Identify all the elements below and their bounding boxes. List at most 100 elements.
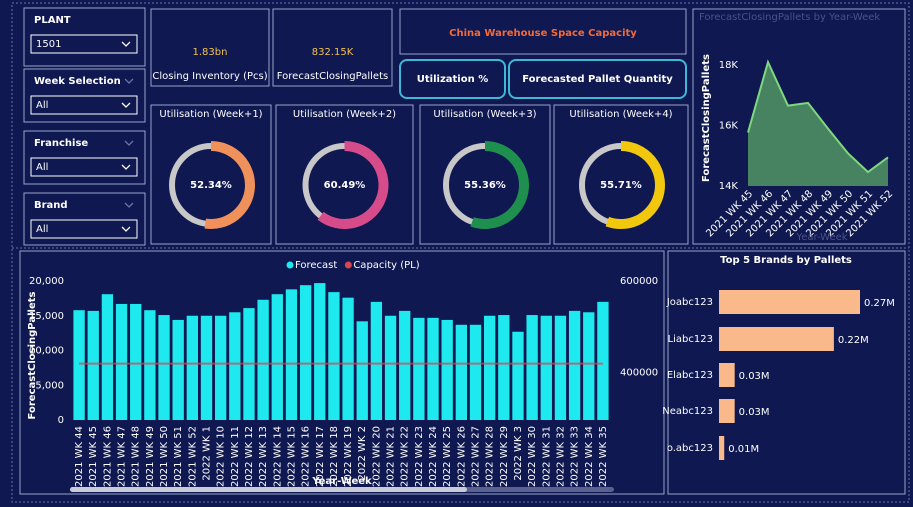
data-label: 0.01M xyxy=(728,444,759,455)
slicer-panel xyxy=(23,192,146,246)
bar xyxy=(427,317,439,420)
x-tick-label: 2022 WK 28 xyxy=(485,426,496,487)
nav-button[interactable] xyxy=(508,59,687,99)
legend-label: Capacity (PL) xyxy=(353,260,419,271)
dropdown[interactable] xyxy=(30,95,138,115)
x-tick-label: 2021 WK 51 xyxy=(173,426,184,487)
x-tick-label: 2022 WK 13 xyxy=(258,426,269,487)
bar xyxy=(200,315,213,420)
donut-arc xyxy=(204,141,255,229)
bar xyxy=(257,299,269,420)
y-tick-label: 5,000 xyxy=(35,380,64,391)
dropdown[interactable] xyxy=(30,157,138,177)
slicer-label: Brand xyxy=(34,200,68,211)
bar xyxy=(370,301,383,420)
x-tick-label: 2022 WK 29 xyxy=(499,426,510,487)
bar xyxy=(719,436,725,460)
bar xyxy=(186,315,199,420)
x-tick-label: 2021 WK 52 xyxy=(187,426,198,487)
bar xyxy=(583,312,595,420)
bar xyxy=(512,331,524,420)
y2-tick-label: 600000 xyxy=(620,276,658,287)
bar xyxy=(314,283,326,420)
bar xyxy=(540,315,552,420)
bar xyxy=(271,294,283,420)
outer-border xyxy=(11,2,910,503)
bar xyxy=(299,285,312,420)
title-panel xyxy=(399,8,687,55)
bar xyxy=(568,310,581,420)
x-tick-label: 2022 WK 32 xyxy=(555,426,566,487)
chevron xyxy=(124,202,134,208)
dropdown-value: All xyxy=(36,100,48,111)
legend-label: Forecast xyxy=(295,260,337,271)
slicer-label: Week Selection xyxy=(34,76,121,87)
x-tick-label: 2022 WK 33 xyxy=(570,426,581,487)
x-tick-label: 2022 WK 19 xyxy=(343,426,354,487)
donut-title: Utilisation (Week+1) xyxy=(159,109,262,120)
dashboard-title: China Warehouse Space Capacity xyxy=(449,28,637,39)
slicer-label: Franchise xyxy=(34,138,88,149)
donut-label: 52.34% xyxy=(190,180,232,191)
card-value: 832.15K xyxy=(312,47,354,58)
x-tick-label: 2022 WK 1 xyxy=(202,426,213,481)
bar xyxy=(469,324,482,420)
legend-marker xyxy=(344,261,352,269)
bar xyxy=(158,315,170,420)
x-tick-label: 2021 WK 46 xyxy=(102,426,113,487)
y-tick-label: 15,000 xyxy=(29,311,64,322)
donut-title: Utilisation (Week+3) xyxy=(433,109,536,120)
chart-title: Top 5 Brands by Pallets xyxy=(720,255,852,266)
bar xyxy=(285,289,298,420)
nav-button-label[interactable]: Utilization % xyxy=(417,74,488,85)
bar xyxy=(498,315,510,420)
bar xyxy=(229,312,241,420)
chevron xyxy=(121,102,131,108)
bar xyxy=(526,315,538,420)
donut-title: Utilisation (Week+2) xyxy=(293,109,396,120)
bar xyxy=(483,315,496,420)
data-label: 0.03M xyxy=(739,407,770,418)
x-tick-label: 2022 WK 26 xyxy=(456,426,467,487)
data-label: 0.22M xyxy=(838,335,869,346)
bar xyxy=(399,310,411,420)
bar xyxy=(172,319,184,420)
scrollbar-thumb[interactable] xyxy=(70,487,467,492)
x-tick-label: 2022 WK 35 xyxy=(598,426,609,487)
card-value: 1.83bn xyxy=(193,47,228,58)
bar xyxy=(719,363,735,387)
nav-button-label[interactable]: Forecasted Pallet Quantity xyxy=(522,74,673,85)
x-tick-label: 2022 WK 14 xyxy=(272,426,283,487)
x-tick-label: 2022 WK 10 xyxy=(216,426,227,487)
x-tick-label: 2022 WK 3 xyxy=(513,426,524,481)
bar xyxy=(719,327,834,351)
bar xyxy=(101,294,114,420)
card-panel xyxy=(272,8,393,87)
nav-button[interactable] xyxy=(399,59,506,99)
category-label: o.abc123 xyxy=(667,443,713,454)
bar xyxy=(328,292,340,420)
y-axis-label: ForecastClosingPallets xyxy=(701,54,712,182)
bar xyxy=(356,321,368,420)
x-tick-label: 2022 WK 21 xyxy=(386,426,397,487)
data-label: 0.27M xyxy=(864,298,895,309)
x-axis-label: Year-Week xyxy=(795,232,847,243)
chevron xyxy=(121,41,131,47)
x-tick-label: 2021 WK 50 xyxy=(159,426,170,487)
chevron xyxy=(124,78,134,84)
x-tick-label: 2022 WK 2 xyxy=(357,426,368,481)
area-fill xyxy=(748,62,888,186)
dropdown[interactable] xyxy=(30,219,138,239)
chevron xyxy=(121,226,131,232)
chart-title: ForecastClosingPallets by Year-Week xyxy=(699,12,880,23)
x-axis-label: Year-Week xyxy=(311,476,372,487)
bar xyxy=(597,301,609,420)
category-label: Neabc123 xyxy=(662,406,713,417)
slicer-label: PLANT xyxy=(34,15,71,26)
donut-arc xyxy=(317,141,389,229)
slicer-panel xyxy=(23,7,146,67)
x-tick-label: 2022 WK 11 xyxy=(230,426,241,487)
dropdown[interactable] xyxy=(30,34,138,54)
y-tick-label: 18K xyxy=(719,60,739,71)
